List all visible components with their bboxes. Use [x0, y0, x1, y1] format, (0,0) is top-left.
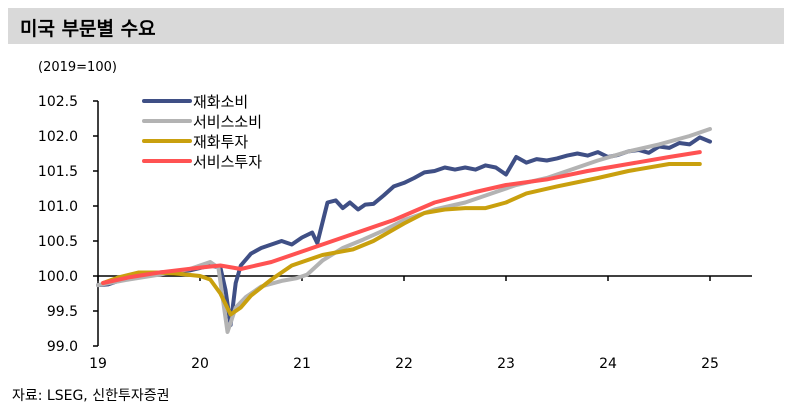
series-line-4	[101, 150, 702, 285]
legend-label-3: 재화투자	[193, 133, 248, 151]
x-tick-label: 23	[497, 356, 515, 372]
x-tick-label: 20	[191, 356, 209, 372]
series-line-3	[101, 162, 702, 317]
chart-title: 미국 부문별 수요	[20, 18, 156, 40]
legend-label-1: 재화소비	[193, 93, 248, 111]
x-tick-label: 22	[395, 356, 413, 372]
x-tick-label: 25	[701, 356, 719, 372]
legend-label-2: 서비스소비	[193, 113, 262, 131]
y-axis-unit-label: (2019=100)	[38, 60, 117, 75]
y-tick-label: 101.5	[38, 164, 78, 180]
x-tick-label: 24	[599, 356, 617, 372]
x-tick-label: 21	[293, 356, 311, 372]
source-note: 자료: LSEG, 신한투자증권	[12, 388, 170, 404]
y-tick-label: 100.0	[38, 269, 78, 285]
title-bar	[8, 8, 784, 44]
x-tick-label: 19	[89, 356, 107, 372]
y-tick-label: 102.5	[38, 94, 78, 110]
y-tick-label: 99.5	[47, 304, 78, 320]
y-tick-label: 102.0	[38, 129, 78, 145]
y-tick-label: 101.0	[38, 199, 78, 215]
y-tick-label: 99.0	[47, 339, 78, 355]
y-tick-label: 100.5	[38, 234, 78, 250]
legend-label-4: 서비스투자	[193, 153, 262, 171]
